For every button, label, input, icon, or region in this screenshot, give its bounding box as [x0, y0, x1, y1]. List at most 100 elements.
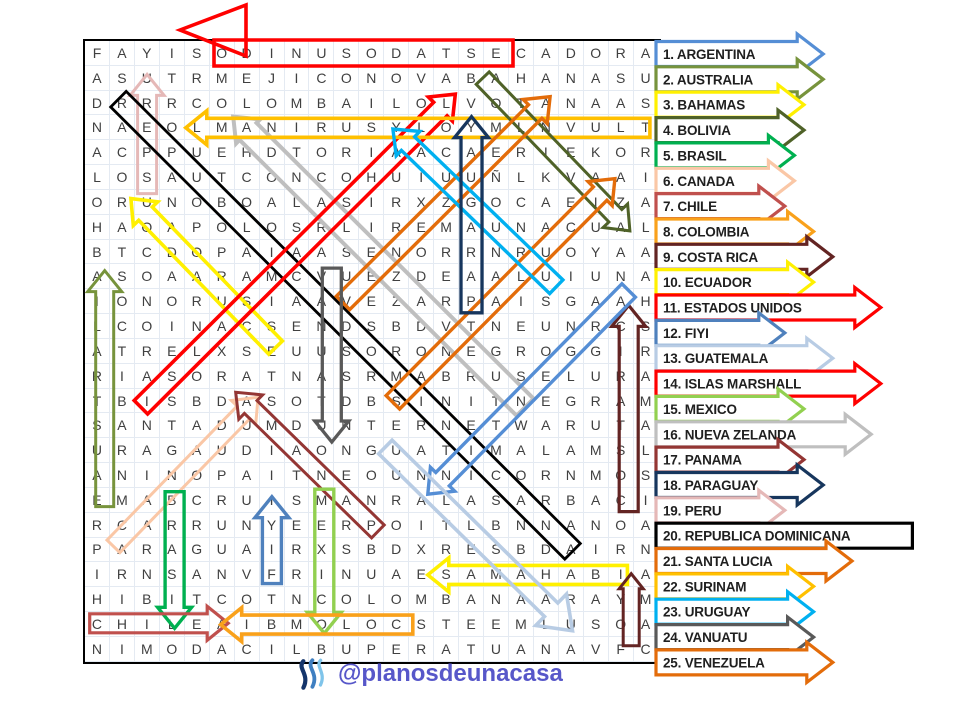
- grid-cell: O: [159, 115, 185, 141]
- grid-cell: V: [309, 264, 335, 290]
- word-list-label: 7. CHILE: [663, 199, 717, 214]
- grid-cell: A: [409, 438, 435, 464]
- grid-cell: N: [259, 115, 285, 141]
- grid-cell: A: [234, 239, 260, 265]
- grid-cell: E: [384, 413, 410, 439]
- grid-cell: N: [558, 65, 584, 91]
- grid-cell: Y: [583, 239, 609, 265]
- grid-cell: A: [334, 487, 360, 513]
- grid-cell: B: [109, 388, 135, 414]
- grid-cell: A: [434, 65, 460, 91]
- grid-cell: C: [608, 314, 634, 339]
- grid-cell: S: [284, 214, 310, 240]
- grid-cell: S: [459, 41, 484, 66]
- grid-cell: U: [209, 289, 235, 315]
- grid-cell: A: [409, 140, 435, 166]
- grid-cell: L: [558, 363, 584, 389]
- grid-cell: E: [334, 463, 360, 488]
- grid-cell: I: [583, 189, 609, 215]
- grid-cell: X: [409, 189, 435, 215]
- grid-cell: U: [134, 189, 160, 215]
- grid-cell: U: [533, 239, 559, 265]
- grid-cell: C: [85, 612, 110, 637]
- grid-cell: A: [533, 65, 559, 91]
- grid-cell: E: [309, 512, 335, 538]
- grid-cell: O: [409, 338, 435, 364]
- grid-cell: B: [434, 587, 460, 613]
- grid-cell: U: [459, 165, 484, 190]
- grid-cell: R: [85, 363, 110, 389]
- grid-cell: B: [359, 537, 385, 563]
- grid-cell: N: [85, 115, 110, 141]
- grid-cell: E: [234, 65, 260, 91]
- grid-cell: A: [633, 363, 659, 389]
- grid-cell: A: [583, 289, 609, 315]
- grid-cell: S: [184, 41, 210, 66]
- grid-cell: C: [234, 165, 260, 190]
- grid-cell: A: [608, 165, 634, 190]
- grid-cell: E: [459, 537, 484, 563]
- grid-cell: O: [184, 363, 210, 389]
- grid-cell: N: [159, 189, 185, 215]
- grid-cell: A: [459, 562, 484, 588]
- grid-cell: M: [209, 65, 235, 91]
- grid-cell: L: [284, 636, 310, 662]
- grid-cell: P: [184, 214, 210, 240]
- grid-cell: A: [533, 214, 559, 240]
- grid-cell: E: [434, 264, 460, 290]
- grid-cell: A: [608, 388, 634, 414]
- word-list-arrow-uruguay: [654, 588, 817, 635]
- grid-cell: B: [85, 239, 110, 265]
- grid-cell: I: [159, 314, 185, 339]
- word-list-arrow-guatemala: [654, 334, 836, 382]
- grid-cell: T: [259, 587, 285, 613]
- grid-cell: D: [85, 90, 110, 116]
- grid-cell: O: [359, 41, 385, 66]
- grid-cell: A: [209, 636, 235, 662]
- word-list-arrow-bahamas: [654, 81, 807, 128]
- grid-cell: A: [184, 438, 210, 464]
- grid-cell: R: [409, 636, 435, 662]
- grid-cell: N: [484, 239, 509, 265]
- grid-cell: U: [583, 214, 609, 240]
- grid-cell: I: [259, 487, 285, 513]
- grid-cell: P: [85, 537, 110, 563]
- grid-cell: O: [359, 338, 385, 364]
- grid-cell: Z: [384, 264, 410, 290]
- grid-cell: U: [234, 413, 260, 439]
- grid-cell: L: [533, 438, 559, 464]
- grid-cell: B: [459, 65, 484, 91]
- grid-cell: Y: [384, 115, 410, 141]
- grid-cell: C: [209, 587, 235, 613]
- grid-cell: R: [159, 90, 185, 116]
- grid-cell: A: [459, 264, 484, 290]
- grid-cell: E: [558, 140, 584, 166]
- grid-cell: R: [109, 189, 135, 215]
- grid-cell: A: [633, 512, 659, 538]
- grid-cell: T: [284, 463, 310, 488]
- grid-cell: O: [109, 165, 135, 190]
- grid-cell: N: [184, 314, 210, 339]
- grid-cell: M: [259, 264, 285, 290]
- word-list-arrow-fiyi: [654, 309, 788, 357]
- grid-cell: D: [184, 636, 210, 662]
- grid-cell: O: [159, 636, 185, 662]
- grid-cell: C: [608, 487, 634, 513]
- grid-cell: T: [434, 512, 460, 538]
- grid-cell: P: [134, 140, 160, 166]
- grid-cell: S: [234, 338, 260, 364]
- grid-cell: A: [633, 239, 659, 265]
- grid-cell: A: [583, 65, 609, 91]
- grid-cell: S: [284, 487, 310, 513]
- grid-cell: A: [409, 289, 435, 315]
- grid-cell: S: [85, 413, 110, 439]
- grid-cell: E: [533, 363, 559, 389]
- grid-cell: A: [558, 537, 584, 563]
- word-list-label: 13. GUATEMALA: [663, 351, 769, 366]
- grid-cell: S: [608, 438, 634, 464]
- grid-cell: A: [109, 413, 135, 439]
- grid-cell: D: [209, 413, 235, 439]
- grid-cell: D: [284, 413, 310, 439]
- grid-cell: D: [159, 239, 185, 265]
- grid-cell: U: [284, 338, 310, 364]
